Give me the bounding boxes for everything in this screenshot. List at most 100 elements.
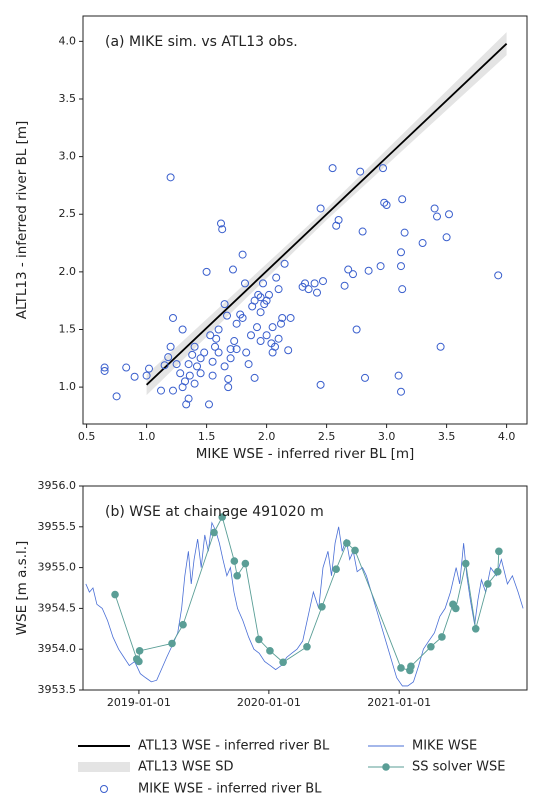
series-marker <box>318 602 326 611</box>
x-tick-label: 2.5 <box>318 430 336 443</box>
x-tick-label: 3.5 <box>438 430 456 443</box>
scatter-point <box>278 313 287 322</box>
scatter-point <box>214 325 223 334</box>
scatter-point <box>212 334 221 343</box>
scatter-point <box>169 313 177 322</box>
y-axis-label: ALTL13 - inferred river BL [m] <box>14 121 30 320</box>
scatter-point <box>238 313 247 322</box>
series-marker <box>427 642 435 651</box>
series-marker <box>332 565 340 574</box>
scatter-point <box>224 375 233 384</box>
series-marker <box>343 539 351 547</box>
scatter-point <box>256 293 265 302</box>
scatter-point <box>382 201 391 210</box>
scatter-point <box>211 342 219 351</box>
scatter-point <box>397 387 405 396</box>
chart-title: (b) WSE at chainage 491020 m <box>105 504 324 520</box>
series-marker <box>303 642 311 651</box>
scatter-point <box>229 265 237 274</box>
y-tick-label: 3.0 <box>59 150 77 163</box>
scatter-point <box>230 337 239 346</box>
scatter-point <box>445 210 453 219</box>
scatter-point <box>241 279 249 288</box>
scatter-point <box>232 319 241 328</box>
scatter-point <box>220 300 229 309</box>
x-tick-label: 2020-01-01 <box>237 696 301 709</box>
scatter-point <box>274 285 283 294</box>
series-marker <box>241 559 250 568</box>
y-tick-label: 2.0 <box>59 265 77 278</box>
scatter-point <box>217 219 225 228</box>
scatter-point <box>349 270 357 279</box>
scatter-point <box>379 164 387 173</box>
y-tick-label: 4.0 <box>59 34 77 47</box>
scatter-point <box>196 354 205 363</box>
scatter-point <box>130 372 139 381</box>
scatter-point <box>157 386 165 395</box>
scatter-point <box>185 371 194 380</box>
scatter-point <box>223 311 231 320</box>
scatter-point <box>166 342 175 351</box>
scatter-point <box>430 204 439 213</box>
scatter-point <box>262 331 271 340</box>
series-marker <box>230 557 239 565</box>
series-marker <box>471 625 480 633</box>
series-marker <box>495 547 503 556</box>
series-marker <box>111 590 119 599</box>
scatter-point <box>286 313 295 322</box>
plot-area <box>100 32 508 409</box>
y-tick-label: 3953.5 <box>38 683 77 696</box>
scatter-point <box>226 354 235 363</box>
plot-area <box>85 513 524 687</box>
scatter-point <box>166 173 175 182</box>
scatter-point <box>262 296 271 305</box>
scatter-point <box>272 273 281 282</box>
scatter-point <box>242 348 251 357</box>
scatter-point <box>301 279 309 288</box>
scatter-point <box>218 225 227 234</box>
scatter-point <box>494 271 503 280</box>
scatter-point <box>433 212 441 221</box>
scatter-point <box>176 369 185 378</box>
legend-label: ATL13 WSE SD <box>138 760 233 775</box>
scatter-point <box>284 346 293 355</box>
scatter-point <box>202 267 211 276</box>
series-marker <box>135 657 143 666</box>
scatter-point <box>250 373 259 382</box>
x-tick-label: 2.0 <box>258 430 276 443</box>
scatter-point <box>172 360 181 369</box>
scatter-point <box>196 369 205 378</box>
scatter-point <box>244 360 253 369</box>
y-tick-label: 1.0 <box>59 380 77 393</box>
scatter-point <box>418 239 427 248</box>
scatter-point <box>181 377 189 386</box>
legend-swatch <box>78 762 130 772</box>
scatter-point <box>188 350 197 359</box>
scatter-point <box>206 331 215 340</box>
scatter-point <box>142 371 151 380</box>
scatter-point <box>200 348 209 357</box>
scatter-point <box>397 248 405 257</box>
scatter-point <box>112 392 121 401</box>
scatter-point <box>250 296 259 305</box>
scatter-point <box>247 331 255 340</box>
series-marker <box>266 647 274 655</box>
scatter-point <box>277 319 285 328</box>
scatter-point <box>398 195 407 204</box>
scatter-point <box>380 198 389 207</box>
y-tick-label: 2.5 <box>59 207 77 220</box>
legend-label: SS solver WSE <box>412 760 505 775</box>
scatter-point <box>442 233 451 242</box>
y-tick-label: 3955.0 <box>38 561 77 574</box>
y-tick-label: 3954.0 <box>38 642 77 655</box>
legend-label: MIKE WSE <box>412 739 477 754</box>
scatter-point <box>313 288 321 297</box>
scatter-point <box>122 363 131 372</box>
scatter-point <box>316 380 325 389</box>
scatter-point <box>169 386 177 395</box>
scatter-point <box>394 371 403 380</box>
series-marker <box>451 604 460 613</box>
scatter-point <box>256 308 265 317</box>
y-tick-label: 1.5 <box>59 322 77 335</box>
